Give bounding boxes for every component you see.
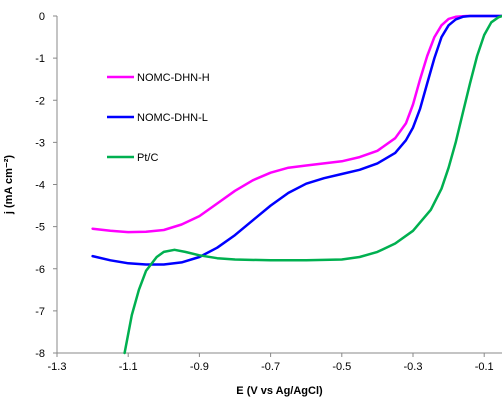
x-axis-title: E (V vs Ag/AgCl) — [236, 385, 323, 397]
y-tick-label: -4 — [35, 180, 45, 192]
plot-area — [56, 16, 502, 354]
x-tick-label: -1.1 — [119, 361, 138, 373]
y-tick-label: -6 — [35, 264, 45, 276]
x-tick-label: -0.3 — [404, 361, 423, 373]
x-tick-label: -0.5 — [332, 361, 351, 373]
series-layer — [91, 14, 502, 355]
legend: NOMC-DHN-H NOMC-DHN-L Pt/C — [107, 72, 210, 164]
y-tick-label: -2 — [35, 95, 45, 107]
x-tick-label: -0.9 — [190, 361, 209, 373]
legend-label: NOMC-DHN-H — [137, 72, 210, 84]
series-line-nomc-dhn-h — [91, 14, 502, 234]
x-tick-label: -0.7 — [261, 361, 280, 373]
y-tick-label: -8 — [35, 348, 45, 360]
legend-label: Pt/C — [137, 152, 158, 164]
series-line-pt-c — [123, 14, 502, 355]
y-tick-label: 0 — [39, 11, 45, 23]
legend-label: NOMC-DHN-L — [137, 112, 208, 124]
x-axis-ticks: -1.3 -1.1 -0.9 -0.7 -0.5 -0.3 -0.1 — [48, 353, 494, 373]
x-tick-label: -1.3 — [48, 361, 67, 373]
y-tick-label: -5 — [35, 222, 45, 234]
y-axis-title: j (mA cm⁻²) — [3, 155, 15, 216]
y-tick-label: -3 — [35, 137, 45, 149]
y-axis-ticks: 0 -1 -2 -3 -4 -5 -6 -7 -8 — [35, 11, 57, 360]
series-line-nomc-dhn-l — [91, 14, 502, 266]
y-tick-label: -7 — [35, 306, 45, 318]
x-tick-label: -0.1 — [475, 361, 494, 373]
y-tick-label: -1 — [35, 53, 45, 65]
